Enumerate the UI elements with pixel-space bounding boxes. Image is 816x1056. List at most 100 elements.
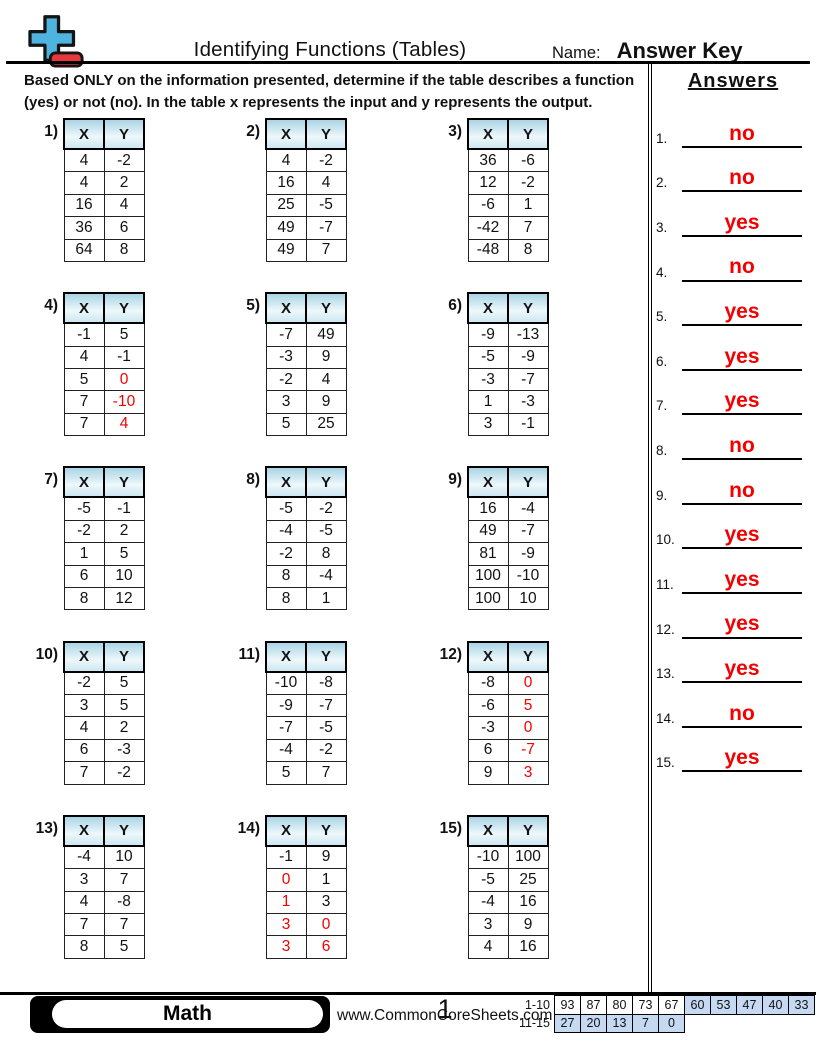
x-value: 4	[63, 345, 105, 369]
answer-item: 1. no	[656, 103, 806, 148]
y-value: -5	[305, 519, 347, 544]
answer-number: 15.	[656, 755, 675, 771]
answer-blank: no	[682, 167, 802, 193]
x-value: 3	[63, 868, 105, 892]
score-cell: 73	[632, 995, 659, 1015]
table-row: 8 12	[63, 586, 145, 611]
x-value: 9	[467, 761, 509, 785]
score-cell: 7	[632, 1013, 659, 1033]
x-value: 49	[467, 519, 509, 544]
answer-item: 2. no	[656, 148, 806, 193]
x-value: -2	[265, 542, 307, 566]
answer-blank: yes	[682, 747, 802, 773]
x-value: 3	[265, 935, 307, 959]
xy-table-body: -10 100 -5 25 -4 16 3 9 4 16	[467, 845, 549, 959]
table-row: 100 -10	[467, 564, 549, 588]
x-value: -1	[265, 845, 307, 870]
y-value: 0	[507, 671, 549, 695]
problem-number-label: 2)	[246, 123, 260, 140]
y-value: 4	[305, 171, 347, 195]
y-column-header: Y	[305, 292, 347, 325]
answer-number: 7.	[656, 398, 668, 414]
score-cell: 13	[606, 1013, 633, 1033]
table-row: 49 -7	[265, 216, 347, 240]
x-value: 16	[265, 171, 307, 195]
y-column-header: Y	[507, 118, 549, 150]
y-value: -10	[103, 390, 145, 414]
table-row: 3 -1	[467, 412, 549, 437]
table-row: 49 -7	[467, 519, 549, 544]
table-row: 36 -6	[467, 148, 549, 173]
header-rule	[6, 61, 810, 64]
x-column-header: X	[265, 466, 307, 499]
table-row: -5 -1	[63, 496, 145, 521]
y-value: 9	[305, 390, 347, 414]
answer-item: 13. yes	[656, 639, 806, 684]
problem: 6) X Y -9 -13 -5 -9 -3 -7 1 -3 3 -1	[430, 292, 632, 466]
answer-item: 5. yes	[656, 282, 806, 327]
y-value: 9	[507, 912, 549, 937]
xy-table-body: -7 49 -3 9 -2 4 3 9 5 25	[265, 322, 347, 437]
footer-rule	[0, 992, 816, 995]
y-value: -2	[103, 148, 145, 173]
answer-item: 14. no	[656, 683, 806, 728]
y-value: -1	[103, 345, 145, 369]
y-value: 4	[103, 412, 145, 437]
x-value: 4	[265, 148, 307, 173]
x-value: 64	[63, 238, 105, 262]
y-column-header: Y	[305, 118, 347, 150]
answer-number: 10.	[656, 532, 675, 548]
table-row: 64 8	[63, 238, 145, 262]
answer-blank: yes	[682, 613, 802, 639]
table-row: 6 -7	[467, 738, 549, 763]
table-row: 12 -2	[467, 171, 549, 195]
table-row: 5 25	[265, 412, 347, 437]
answer-item: 11. yes	[656, 549, 806, 594]
xy-table-body: 16 -4 49 -7 81 -9 100 -10 100 10	[467, 496, 549, 611]
y-value: -8	[305, 671, 347, 695]
table-row: -9 -7	[265, 693, 347, 718]
y-value: -8	[103, 890, 145, 914]
table-row: -1 9	[265, 845, 347, 870]
x-value: 8	[265, 586, 307, 611]
y-value: -2	[507, 171, 549, 195]
table-row: 8 -4	[265, 564, 347, 588]
x-value: 5	[265, 761, 307, 785]
y-value: 8	[305, 542, 347, 566]
x-value: -2	[63, 671, 105, 695]
x-value: 7	[63, 390, 105, 414]
table-row: 4 16	[467, 935, 549, 959]
y-value: 9	[305, 845, 347, 870]
table-row: 7 -2	[63, 761, 145, 785]
xy-table-body: -4 10 3 7 4 -8 7 7 8 5	[63, 845, 145, 959]
problem: 1) X Y 4 -2 4 2 16 4 36 6 64 8	[26, 118, 228, 292]
answer-key-label: Answer Key	[616, 38, 743, 63]
y-value: -1	[103, 496, 145, 521]
x-value: 36	[467, 148, 509, 173]
y-value: 2	[103, 716, 145, 740]
score-range-label: 1-10	[524, 997, 550, 1012]
y-value: 2	[103, 519, 145, 544]
xy-table-body: 4 -2 16 4 25 -5 49 -7 49 7	[265, 148, 347, 262]
answer-number: 9.	[656, 487, 668, 503]
table-row: 100 10	[467, 586, 549, 611]
x-column-header: X	[467, 814, 509, 847]
table-row: 4 -1	[63, 345, 145, 369]
answer-item: 7. yes	[656, 371, 806, 416]
table-row: 4 -2	[63, 148, 145, 173]
y-value: 16	[507, 935, 549, 959]
xy-table: X Y -1 9 0 1 1 3 3 0 3 6	[265, 814, 347, 959]
x-value: -3	[265, 345, 307, 369]
x-value: -4	[265, 738, 307, 763]
